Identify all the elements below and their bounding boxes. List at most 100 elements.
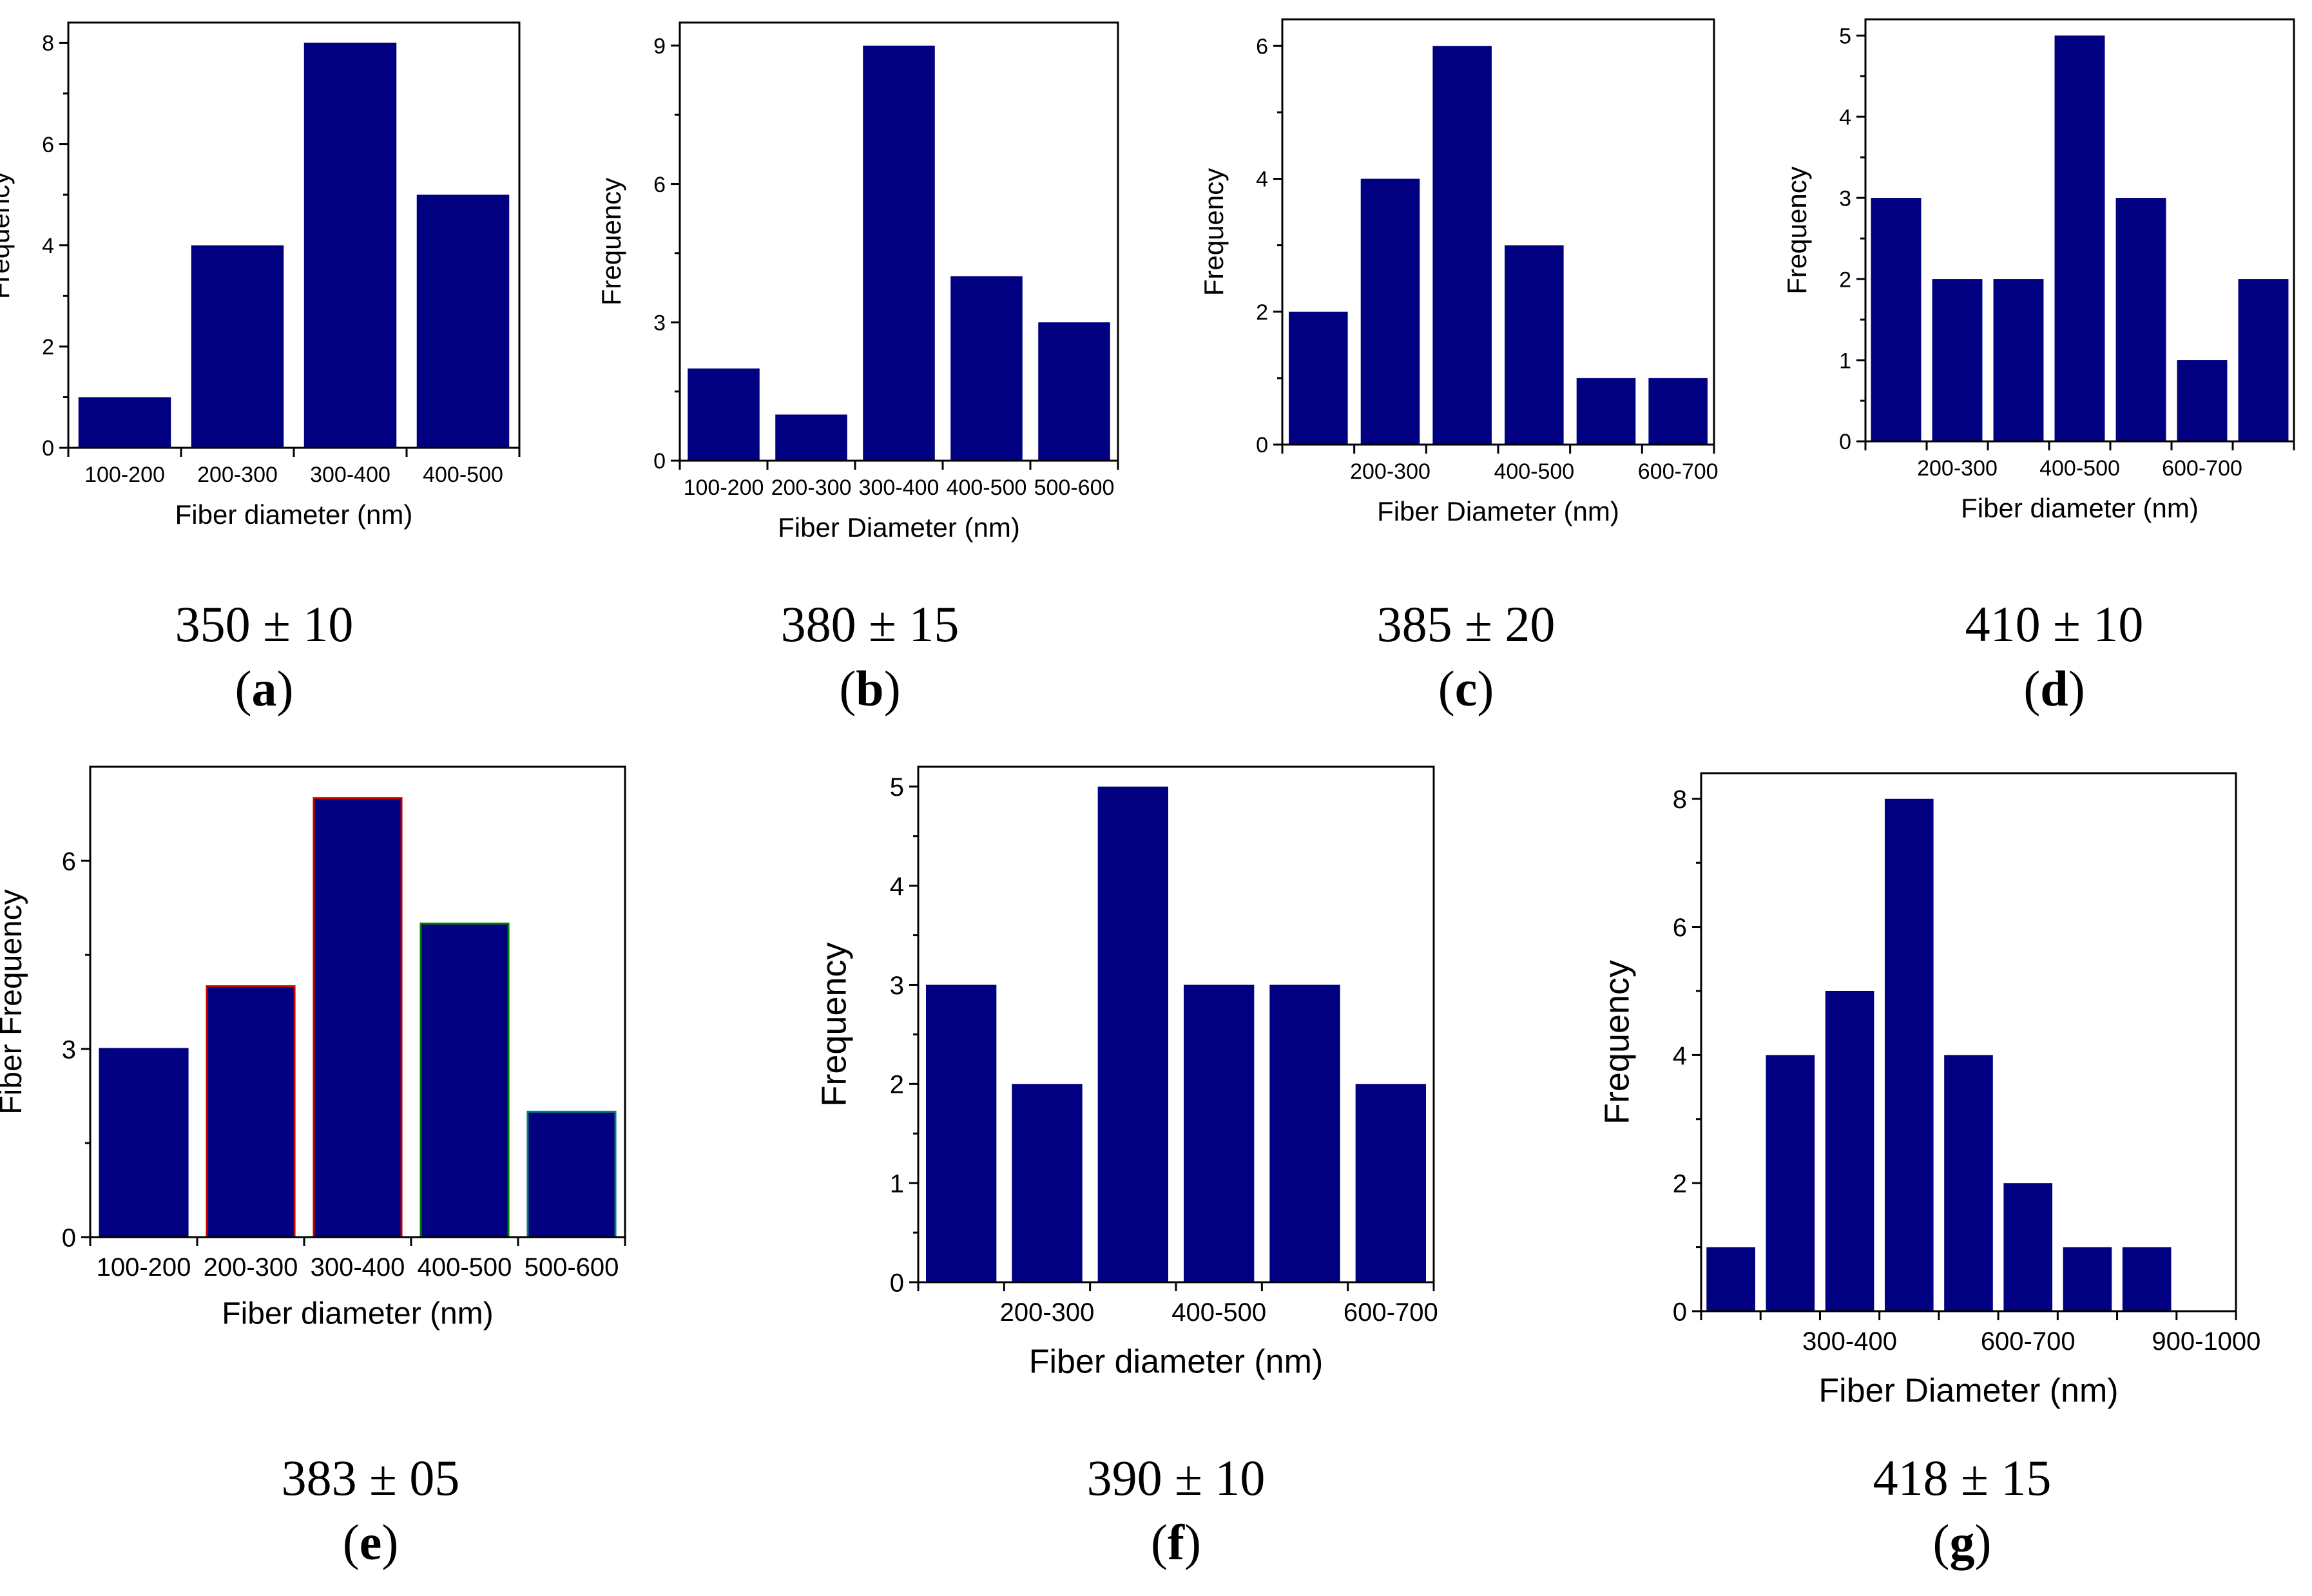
x-axis-title-g: Fiber Diameter (nm): [1818, 1372, 2118, 1410]
chart-b: 0 3 6 9 100-200 200-300 300-400 400-500 500-600 F…: [596, 21, 1119, 716]
x-tick-label-c: 200-300: [1350, 459, 1431, 484]
x-tick-label-b: 300-400: [859, 476, 939, 500]
bar-d-200-300: [1932, 279, 1983, 441]
panel-label-f: (f): [1151, 1514, 1201, 1570]
bar-f-300-400: [1097, 786, 1168, 1282]
bar-f-600-700: [1355, 1084, 1426, 1282]
bar-e-500-600: [526, 1110, 617, 1238]
bar-d-700-800: [2238, 279, 2289, 441]
y-tick-label-f: 1: [890, 1170, 904, 1198]
bar-e-300-400: [313, 797, 403, 1238]
panel-label-c: (c): [1438, 660, 1494, 716]
bar-f-100-200: [926, 985, 997, 1282]
mean-diameter-label-b: 380 ± 15: [781, 596, 959, 652]
panel-letter-b: b: [856, 660, 883, 716]
x-tick-label-g: 300-400: [1802, 1327, 1897, 1356]
x-tick-label-b: 100-200: [684, 476, 764, 500]
chart-f: 0 1 2 3 4 5 200-300 400-500 600-700 Fiber diamete…: [814, 765, 1438, 1570]
y-axis-title-c: Frequency: [1199, 168, 1229, 296]
plot-frame-d: [1864, 18, 2295, 443]
x-tick-label-g: 900-1000: [2152, 1327, 2260, 1356]
x-tick-label-a: 100-200: [84, 463, 165, 487]
y-axis-title-b: Frequency: [596, 178, 626, 305]
x-axis-title-d: Fiber diameter (nm): [1961, 493, 2199, 523]
y-tick-label-e: 0: [62, 1224, 76, 1252]
x-tick-label-d: 400-500: [2039, 456, 2120, 481]
bar-c-100-200: [1289, 311, 1348, 445]
y-tick-label-g: 8: [1673, 785, 1687, 814]
panel-letter-a: a: [252, 660, 277, 716]
bar-f-400-500: [1184, 985, 1255, 1282]
x-axis-title-e: Fiber diameter (nm): [222, 1296, 493, 1331]
panel-label-b: (b): [839, 660, 900, 716]
x-tick-label-c: 600-700: [1638, 459, 1719, 484]
y-tick-label-g: 0: [1673, 1298, 1687, 1326]
bar-a-300-400: [303, 43, 397, 448]
y-tick-label-f: 4: [890, 872, 904, 901]
x-tick-label-d: 200-300: [1917, 456, 1998, 481]
x-tick-label-e: 400-500: [418, 1253, 512, 1282]
x-axis-title-f: Fiber diameter (nm): [1029, 1343, 1324, 1381]
x-tick-label-f: 200-300: [1000, 1298, 1095, 1327]
bar-a-100-200: [78, 397, 171, 448]
x-tick-label-f: 600-700: [1344, 1298, 1438, 1327]
bar-c-500-600: [1576, 378, 1636, 445]
y-tick-label-d: 1: [1839, 349, 1851, 373]
bar-c-300-400: [1432, 46, 1492, 445]
x-tick-label-g: 600-700: [1981, 1327, 2076, 1356]
bar-e-200-300: [206, 985, 296, 1238]
x-tick-label-e: 200-300: [204, 1253, 298, 1282]
panel-letter-f: f: [1168, 1514, 1185, 1570]
y-tick-label-e: 6: [62, 847, 76, 876]
y-tick-label-d: 3: [1839, 186, 1851, 211]
y-tick-label-a: 4: [42, 234, 54, 258]
y-tick-label-f: 0: [890, 1269, 904, 1297]
x-tick-label-b: 400-500: [947, 476, 1027, 500]
bar-d-600-700: [2177, 360, 2228, 441]
x-tick-label-a: 200-300: [197, 463, 278, 487]
bar-d-500-600: [2115, 198, 2166, 441]
x-tick-label-e: 500-600: [525, 1253, 619, 1282]
bar-b-400-500: [950, 276, 1023, 461]
mean-diameter-label-f: 390 ± 10: [1087, 1450, 1266, 1506]
plot-frame-b: [679, 21, 1119, 462]
bar-b-200-300: [775, 414, 847, 461]
y-tick-label-e: 3: [62, 1035, 76, 1064]
bar-a-400-500: [416, 195, 510, 448]
bar-g-800-900: [2122, 1247, 2172, 1311]
panel-label-d: (d): [2023, 660, 2085, 716]
y-tick-label-a: 2: [42, 335, 54, 360]
y-tick-label-d: 4: [1839, 105, 1851, 130]
y-tick-label-c: 2: [1256, 300, 1268, 325]
y-tick-label-b: 9: [653, 34, 666, 59]
bar-c-400-500: [1505, 245, 1564, 445]
bar-g-700-800: [2063, 1247, 2112, 1311]
bar-e-400-500: [419, 922, 510, 1238]
y-axis-title-f: Frequency: [814, 942, 853, 1106]
y-tick-label-f: 3: [890, 972, 904, 1000]
x-tick-label-a: 300-400: [310, 463, 390, 487]
y-axis-title-e: Fiber Frequency: [0, 889, 28, 1114]
mean-diameter-label-c: 385 ± 20: [1377, 596, 1556, 652]
y-tick-label-c: 6: [1256, 34, 1268, 59]
bar-b-100-200: [688, 368, 760, 461]
bar-d-100-200: [1871, 198, 1922, 441]
y-tick-label-c: 0: [1256, 433, 1268, 457]
bar-g-400-500: [1884, 798, 1934, 1311]
x-tick-label-a: 400-500: [423, 463, 503, 487]
x-tick-label-b: 500-600: [1034, 476, 1115, 500]
y-tick-label-f: 2: [890, 1071, 904, 1099]
chart-a: 0 2 4 6 8 100-200 200-300 300-400 400-500 Fiber d…: [0, 21, 521, 716]
bar-f-200-300: [1012, 1084, 1083, 1282]
y-tick-label-a: 8: [42, 32, 54, 56]
panel-label-a: (a): [235, 660, 294, 716]
y-tick-label-d: 2: [1839, 267, 1851, 292]
bar-c-600-700: [1648, 378, 1708, 445]
bar-g-500-600: [1944, 1055, 1993, 1311]
y-tick-label-g: 4: [1673, 1042, 1687, 1070]
panel-letter-e: e: [360, 1514, 382, 1570]
bar-f-500-600: [1269, 985, 1340, 1282]
panel-label-e: (e): [343, 1514, 399, 1570]
y-tick-label-g: 6: [1673, 914, 1687, 942]
